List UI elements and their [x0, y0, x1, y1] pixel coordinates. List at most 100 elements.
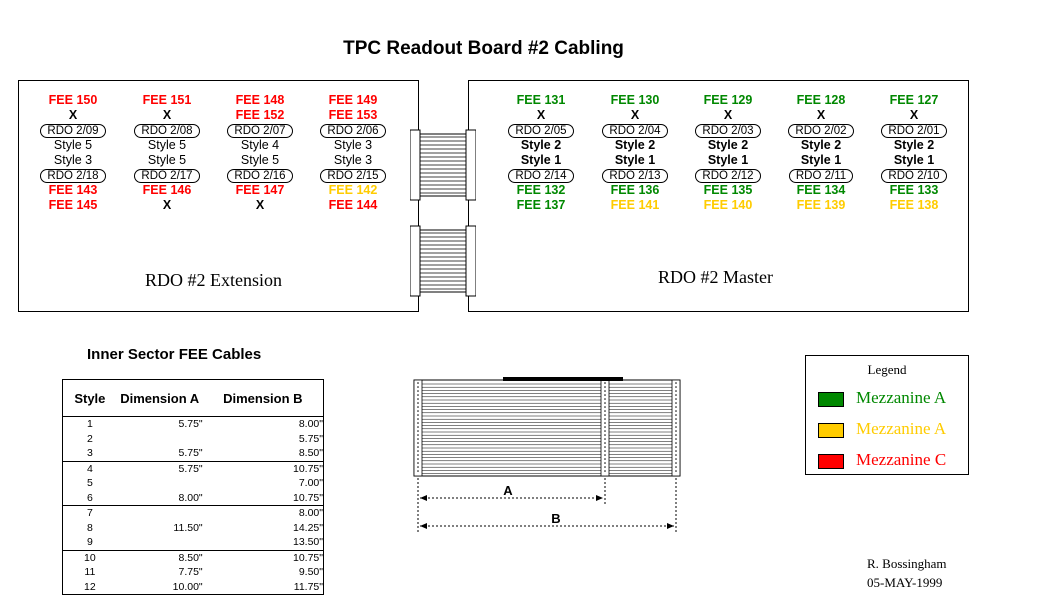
master-column: FEE 130 X RDO 2/04 Style 2 Style 1 RDO 2/13 FE…: [593, 93, 677, 213]
fee-label: FEE 144: [328, 198, 378, 212]
cell-a: 7.75": [178, 566, 203, 579]
cell-a: 8.00": [178, 491, 203, 504]
fee-label: X: [723, 108, 733, 122]
cell-b: 8.00": [298, 418, 323, 431]
style-label: Style 2: [893, 138, 935, 152]
cell-a: [116, 505, 203, 521]
legend-swatch: [818, 391, 844, 407]
cell-b: 10.75": [202, 549, 324, 565]
rdo-connector-label: RDO 2/16: [227, 169, 293, 183]
fee-label: FEE 140: [703, 198, 753, 212]
rdo-connector-label: RDO 2/01: [881, 124, 947, 138]
legend-swatch: [818, 453, 844, 469]
fee-label: FEE 129: [703, 93, 753, 107]
cell-b: 7.00": [298, 477, 323, 490]
cell-a: 10.00": [172, 580, 203, 593]
rdo-connector-label: RDO 2/11: [788, 169, 854, 183]
style-label: Style 1: [614, 153, 656, 167]
style-label: Style 2: [520, 138, 562, 152]
fee-cables-table: Style Dimension A Dimension B 1 5.75" 8.00…: [62, 379, 324, 595]
connector-left: [413, 379, 423, 477]
author-name: R. Bossingham: [867, 556, 947, 571]
rdo-connector-label: RDO 2/14: [508, 169, 574, 183]
fee-label: FEE 133: [889, 183, 939, 197]
cell-a: [117, 476, 203, 491]
rdo-connector-label: RDO 2/09: [40, 124, 106, 138]
rdo-connector-label: RDO 2/06: [320, 124, 386, 138]
cell-style: 3: [86, 447, 93, 460]
fee-label: FEE 131: [516, 93, 566, 107]
connector-right: [671, 379, 681, 477]
rdo-connector-label: RDO 2/13: [602, 169, 668, 183]
fee-label: FEE 134: [796, 183, 846, 197]
rdo-connector-label: RDO 2/08: [134, 124, 200, 138]
col-header-dim-b: Dimension B: [202, 379, 324, 417]
rdo-connector-label: RDO 2/18: [40, 169, 106, 183]
style-label: Style 5: [147, 153, 187, 167]
legend-label: Mezzanine A: [856, 419, 947, 438]
master-board-label: RDO #2 Master: [658, 267, 773, 287]
cable-dimension-diagram: A B: [413, 377, 681, 534]
cell-b: 9.50": [298, 566, 323, 579]
table-row: 7 8.00": [62, 505, 324, 521]
rdo-connector-label: RDO 2/12: [695, 169, 761, 183]
style-label: Style 3: [53, 153, 93, 167]
extension-board-label: RDO #2 Extension: [145, 270, 282, 290]
cell-style: 12: [84, 580, 96, 593]
table-row: 9 13.50": [63, 535, 324, 550]
style-label: Style 2: [614, 138, 656, 152]
extension-column: FEE 151 X RDO 2/08 Style 5 Style 5 RDO 2/17 FE…: [125, 93, 209, 213]
ribbon-cable-upper: [410, 129, 476, 201]
rdo-connector-label: RDO 2/04: [602, 124, 668, 138]
cell-b: 5.75": [298, 432, 323, 445]
rdo-extension-board: FEE 150 X RDO 2/09 Style 5 Style 3 RDO 2/18 FE…: [18, 80, 419, 312]
ribbon-cable-lower: [410, 225, 476, 297]
rdo-connector-label: RDO 2/15: [320, 169, 386, 183]
style-label: Style 4: [240, 138, 280, 152]
fee-label: X: [162, 198, 172, 212]
rdo-master-board: FEE 131 X RDO 2/05 Style 2 Style 1 RDO 2/14 FE…: [468, 80, 969, 312]
board-ribbon-connectors: [410, 129, 476, 297]
cell-style: 2: [86, 432, 93, 445]
fee-label: X: [162, 108, 172, 122]
cell-b: 13.50": [292, 536, 323, 549]
cell-a: 11.50": [173, 521, 203, 534]
cables-table-title: Inner Sector FEE Cables: [87, 346, 262, 363]
fee-label: FEE 137: [516, 198, 566, 212]
fee-label: FEE 139: [796, 198, 846, 212]
cell-style: 1: [86, 418, 93, 431]
col-header-dim-a: Dimension A: [116, 379, 203, 417]
rdo-connector-label: RDO 2/02: [788, 124, 854, 138]
style-label: Style 5: [147, 138, 187, 152]
legend-swatch: [818, 422, 844, 438]
style-label: Style 1: [707, 153, 749, 167]
fee-label: X: [909, 108, 919, 122]
cell-style: 7: [62, 505, 117, 521]
style-label: Style 3: [333, 153, 373, 167]
fee-label: FEE 141: [610, 198, 660, 212]
style-label: Style 2: [800, 138, 842, 152]
cell-b: 10.75": [292, 491, 323, 504]
cell-a: [117, 535, 203, 550]
fee-label: FEE 130: [610, 93, 660, 107]
fee-label: FEE 127: [889, 93, 939, 107]
rdo-connector-label: RDO 2/05: [508, 124, 574, 138]
legend-item: Mezzanine A: [818, 388, 946, 408]
legend-title: Legend: [867, 362, 907, 377]
legend-label: Mezzanine A: [856, 388, 947, 407]
table-row: 5 7.00": [63, 476, 324, 491]
table-row: 2 5.75": [63, 432, 324, 447]
fee-label: FEE 151: [142, 93, 192, 107]
cell-b: 11.75": [293, 580, 323, 593]
master-column: FEE 127 X RDO 2/01 Style 2 Style 1 RDO 2/10 FE…: [872, 93, 956, 213]
dimension-a-label: A: [503, 483, 513, 498]
cell-style: 4: [62, 460, 117, 476]
cell-b: 10.75": [202, 460, 324, 476]
fee-label: FEE 135: [703, 183, 753, 197]
style-label: Style 2: [707, 138, 749, 152]
extension-column: FEE 150 X RDO 2/09 Style 5 Style 3 RDO 2/18 FE…: [31, 93, 115, 213]
cell-a: [117, 432, 203, 447]
fee-label: FEE 149: [328, 93, 378, 107]
col-header-style: Style: [62, 379, 117, 417]
fee-label: FEE 143: [48, 183, 98, 197]
